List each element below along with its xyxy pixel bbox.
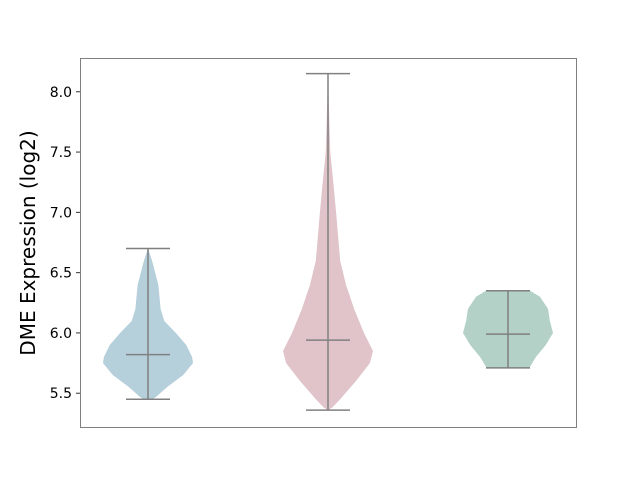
y-tick-label: 6.0 <box>50 326 72 342</box>
y-tick-label: 6.5 <box>50 266 72 282</box>
y-axis-label: DME Expression (log2) <box>16 130 40 355</box>
y-tick-label: 5.5 <box>50 386 72 402</box>
y-tick-label: 7.5 <box>50 145 72 161</box>
plot-frame <box>80 58 577 428</box>
y-tick-label: 8.0 <box>50 85 72 101</box>
y-tick-label: 7.0 <box>50 205 72 221</box>
